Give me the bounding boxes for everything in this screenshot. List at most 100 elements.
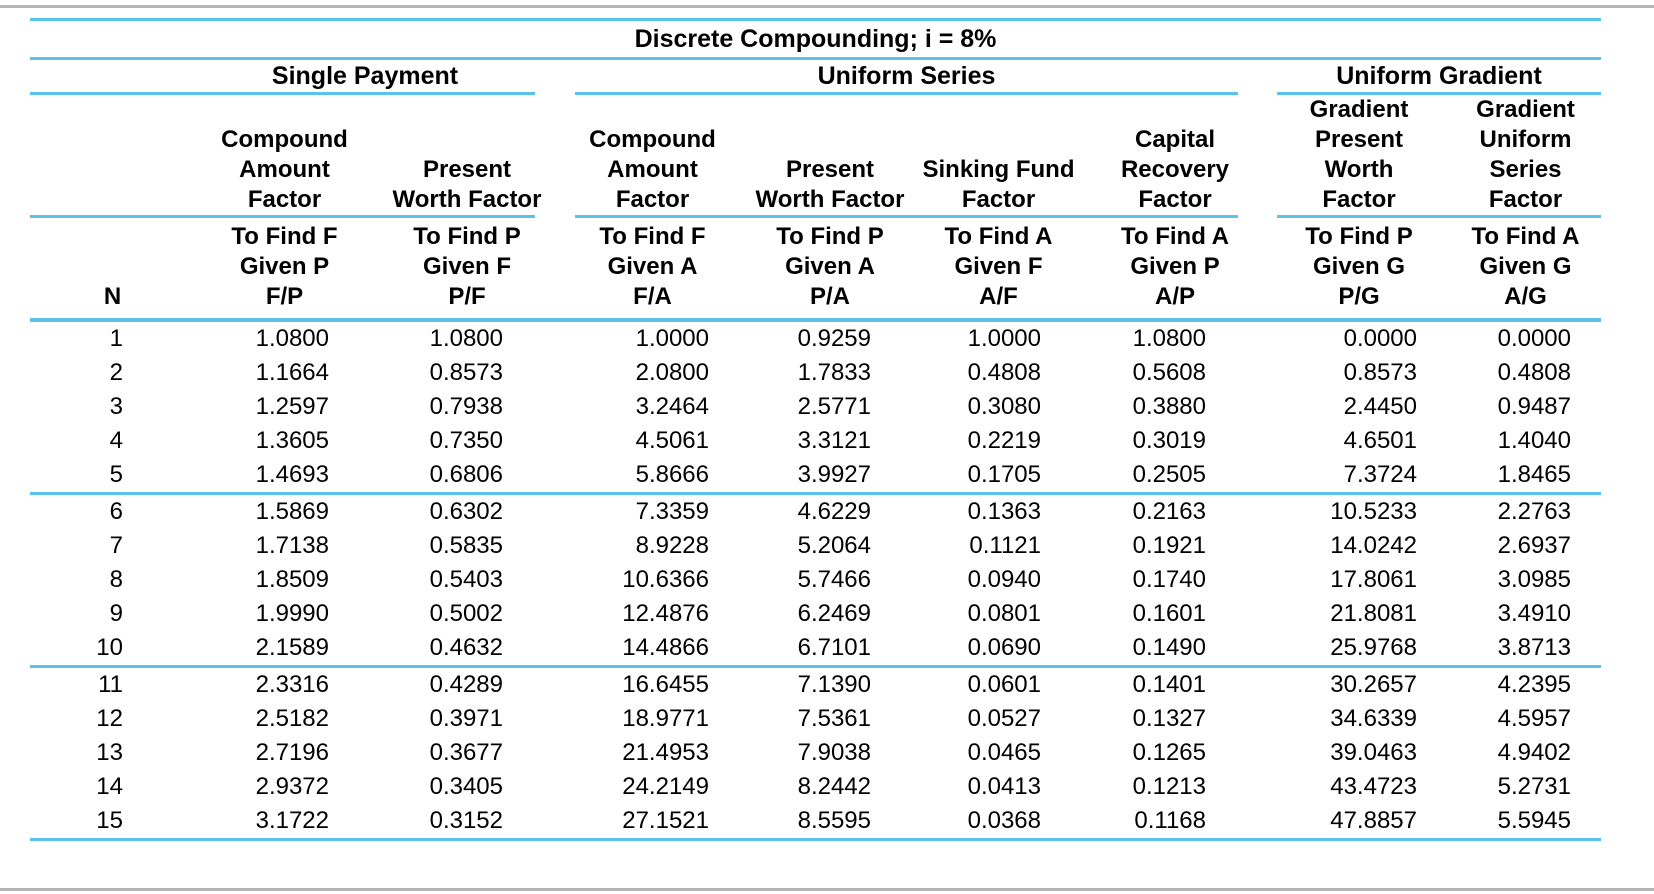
value-cell: 0.9487 (1497, 393, 1571, 420)
group-header-label: Uniform Gradient (1336, 61, 1542, 90)
column-header-fa: Compound Amount Factor (560, 95, 745, 215)
group-header-label: Single Payment (271, 61, 459, 90)
row-number-cell: 9 (109, 600, 123, 627)
value-cell: 0.1213 (1132, 773, 1206, 800)
value-cell: 0.0413 (967, 773, 1041, 800)
value-cell: 0.1168 (1134, 807, 1206, 834)
find-header-line: Given G (1312, 253, 1406, 280)
find-header-ag: To Find A Given G A/G (1450, 218, 1601, 318)
find-header-fa: To Find F Given A F/A (560, 218, 745, 318)
find-header-line: Given A (607, 253, 698, 280)
find-header-line: To Find A (1121, 223, 1229, 250)
value-cell: 0.0601 (967, 671, 1041, 698)
find-header-fp: To Find F Given P F/P (195, 218, 374, 318)
value-cell: 0.5403 (429, 566, 503, 593)
find-header-line: F/P (265, 283, 304, 310)
value-cell: 8.2442 (797, 773, 871, 800)
value-cell: 0.0465 (967, 739, 1041, 766)
find-header-line: A/P (1154, 283, 1195, 310)
row-number-cell: 10 (96, 634, 123, 661)
row-number-cell: 13 (96, 739, 123, 766)
find-header-line: P/A (809, 283, 850, 310)
value-cell: 2.5771 (797, 393, 871, 420)
value-cell: 3.4910 (1497, 600, 1571, 627)
find-header-line: Given P (1130, 253, 1220, 280)
row-group-separator (30, 665, 1601, 668)
group-header-uniform-series: Uniform Series (560, 60, 1268, 92)
value-cell: 0.0000 (1497, 325, 1571, 352)
value-cell: 0.3971 (429, 705, 503, 732)
table-title: Discrete Compounding; i = 8% (30, 18, 1601, 60)
value-cell: 0.1705 (967, 461, 1041, 488)
value-cell: 0.7350 (429, 427, 503, 454)
find-header-pa: To Find P Given A P/A (745, 218, 915, 318)
find-header-line: Given P (239, 253, 330, 280)
value-cell: 7.9038 (797, 739, 871, 766)
value-cell: 0.3019 (1132, 427, 1206, 454)
value-cell: 8.9228 (635, 532, 709, 559)
find-header-line: To Find P (413, 223, 521, 250)
value-cell: 0.0690 (967, 634, 1041, 661)
find-header-line: Given F (422, 253, 512, 280)
find-header-line: A/F (979, 283, 1018, 310)
value-cell: 14.0242 (1330, 532, 1417, 559)
find-header-line: To Find P (1305, 223, 1413, 250)
column-header-pf: Present Worth Factor (374, 95, 560, 215)
column-header-line: Gradient (1309, 96, 1409, 123)
column-header-line: Amount (239, 156, 330, 183)
row-number-cell: 5 (109, 461, 123, 488)
find-header-line: To Find F (599, 223, 706, 250)
value-cell: 43.4723 (1330, 773, 1417, 800)
value-cell: 8.5595 (797, 807, 871, 834)
value-cell: 21.8081 (1330, 600, 1417, 627)
value-cell: 1.1664 (255, 359, 329, 386)
find-header-line: F/A (633, 283, 672, 310)
value-cell: 6.7101 (797, 634, 871, 661)
value-cell: 16.6455 (622, 671, 709, 698)
value-cell: 0.1265 (1132, 739, 1206, 766)
value-cell: 0.2163 (1132, 498, 1206, 525)
value-cell: 0.7938 (429, 393, 503, 420)
value-cell: 0.5835 (429, 532, 503, 559)
column-header-line: Worth (1324, 156, 1394, 183)
row-number-cell: 11 (98, 671, 123, 698)
value-cell: 0.1121 (969, 532, 1041, 559)
value-cell: 3.0985 (1497, 566, 1571, 593)
row-number-cell: 1 (109, 325, 123, 352)
row-number-cell: 15 (96, 807, 123, 834)
page-bottom-edge-rule (0, 888, 1654, 891)
value-cell: 1.4693 (255, 461, 329, 488)
value-cell: 1.0800 (255, 325, 329, 352)
value-cell: 6.2469 (797, 600, 871, 627)
column-header-line: Amount (607, 156, 698, 183)
value-cell: 1.5869 (255, 498, 329, 525)
value-cell: 0.6806 (429, 461, 503, 488)
column-header-line: Factor (961, 186, 1036, 213)
value-cell: 1.7138 (255, 532, 329, 559)
column-header-pg: Gradient Present Worth Factor (1268, 95, 1450, 215)
value-cell: 47.8857 (1330, 807, 1417, 834)
factor-table: Discrete Compounding; i = 8% Single Paym… (30, 18, 1601, 841)
find-header-line: To Find A (944, 223, 1053, 250)
column-header-ag: Gradient Uniform Series Factor (1450, 95, 1601, 215)
column-header-line: Compound (589, 126, 716, 153)
value-cell: 27.1521 (622, 807, 709, 834)
value-cell: 1.9990 (255, 600, 329, 627)
value-cell: 2.2763 (1497, 498, 1571, 525)
value-cell: 2.5182 (255, 705, 329, 732)
find-header-line: Given G (1479, 253, 1572, 280)
value-cell: 0.3880 (1132, 393, 1206, 420)
value-cell: 1.0800 (429, 325, 503, 352)
column-header-pa: Present Worth Factor (745, 95, 915, 215)
value-cell: 5.5945 (1497, 807, 1571, 834)
value-cell: 0.3080 (967, 393, 1041, 420)
value-cell: 5.2731 (1497, 773, 1571, 800)
column-header-line: Uniform (1479, 126, 1572, 153)
find-header-line: Given F (954, 253, 1043, 280)
find-header-line: Given A (785, 253, 875, 280)
column-header-fp: Compound Amount Factor (195, 95, 374, 215)
group-header-label: Uniform Series (817, 61, 996, 90)
value-cell: 2.3316 (255, 671, 329, 698)
column-header-af: Sinking Fund Factor (915, 95, 1082, 215)
